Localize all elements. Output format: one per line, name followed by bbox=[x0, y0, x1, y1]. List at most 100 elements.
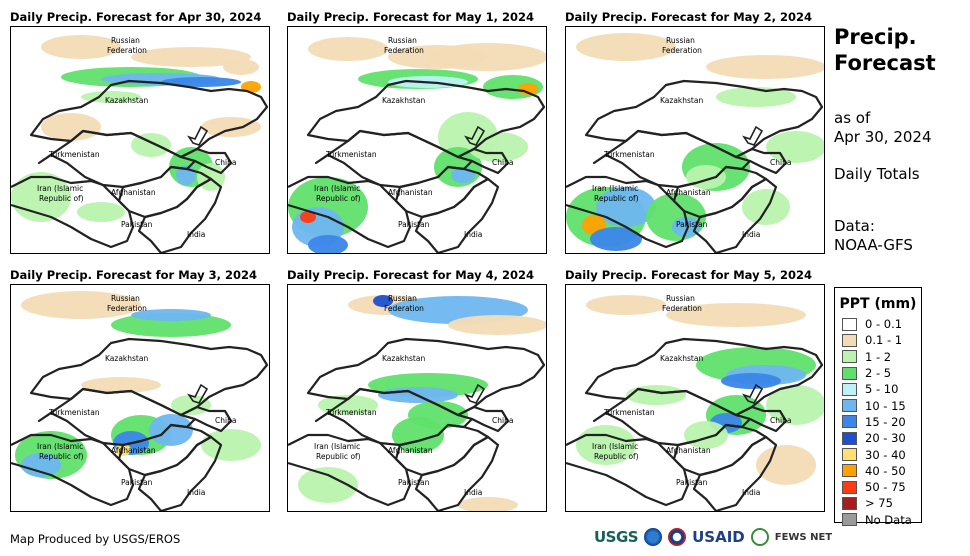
seal-icon bbox=[668, 528, 687, 546]
legend-label: 50 - 75 bbox=[865, 480, 906, 495]
precip-area bbox=[576, 33, 676, 61]
map-label-kazakhstan: Kazakhstan bbox=[105, 354, 148, 363]
legend-item: 0.1 - 1 bbox=[835, 332, 921, 348]
daily-totals-label: Daily Totals bbox=[834, 165, 920, 183]
country-border bbox=[29, 337, 269, 417]
fews-globe-icon bbox=[750, 528, 769, 546]
legend-item: 10 - 15 bbox=[835, 397, 921, 413]
legend-item: 40 - 50 bbox=[835, 463, 921, 479]
legend-label: 0.1 - 1 bbox=[865, 333, 903, 348]
precip-area bbox=[149, 414, 193, 446]
map-label-kazakhstan: Kazakhstan bbox=[660, 96, 703, 105]
legend-swatch bbox=[842, 415, 857, 429]
forecast-panel: Daily Precip. Forecast for May 1, 2024 Ru… bbox=[287, 10, 547, 254]
precip-area bbox=[756, 445, 816, 485]
country-border bbox=[734, 147, 788, 175]
precip-map: Russian Federation Kazakhstan Turkmenistan A… bbox=[10, 284, 270, 512]
panel-title: Daily Precip. Forecast for May 3, 2024 bbox=[10, 268, 257, 282]
map-label-russia-line2: Federation bbox=[662, 304, 702, 313]
country-border bbox=[464, 383, 486, 404]
map-label-iran-line1: Iran (Islamic bbox=[314, 184, 360, 193]
precip-map: Russian Federation Kazakhstan Turkmenistan A… bbox=[287, 26, 547, 254]
map-label-iran-line2: Republic of) bbox=[39, 194, 84, 203]
map-label-russia-line1: Russian bbox=[666, 36, 695, 45]
country-border bbox=[179, 405, 233, 433]
forecast-panel: Daily Precip. Forecast for May 2, 2024 Ru… bbox=[565, 10, 825, 254]
map-label-iran-line2: Republic of) bbox=[39, 452, 84, 461]
map-label-russia-line2: Federation bbox=[107, 304, 147, 313]
legend-label: 10 - 15 bbox=[865, 398, 906, 413]
precip-area bbox=[766, 385, 824, 425]
legend-swatch bbox=[842, 366, 857, 380]
map-label-russia-line1: Russian bbox=[666, 294, 695, 303]
country-border bbox=[179, 147, 233, 175]
map-label-afghanistan: Afghanistan bbox=[388, 446, 433, 455]
country-border bbox=[288, 433, 412, 507]
precip-area bbox=[111, 313, 231, 337]
map-label-kazakhstan: Kazakhstan bbox=[382, 96, 425, 105]
legend-label: 0 - 0.1 bbox=[865, 317, 903, 332]
precip-area bbox=[586, 295, 666, 315]
map-label-pakistan: Pakistan bbox=[121, 220, 153, 229]
legend-item: 15 - 20 bbox=[835, 414, 921, 430]
legend-swatch bbox=[842, 350, 857, 364]
legend-swatch bbox=[842, 448, 857, 462]
map-label-russia-line2: Federation bbox=[662, 46, 702, 55]
precip-area bbox=[308, 235, 348, 253]
map-label-iran-line2: Republic of) bbox=[316, 194, 361, 203]
map-label-pakistan: Pakistan bbox=[398, 478, 430, 487]
country-border bbox=[137, 177, 223, 253]
data-source: Data: NOAA-GFS bbox=[834, 217, 913, 255]
precip-area bbox=[308, 37, 388, 61]
country-border bbox=[187, 383, 209, 404]
map-label-china: China bbox=[770, 158, 791, 167]
map-label-iran-line1: Iran (Islamic bbox=[592, 442, 638, 451]
precip-area bbox=[21, 291, 141, 319]
map-label-afghanistan: Afghanistan bbox=[666, 446, 711, 455]
precip-area bbox=[77, 202, 125, 222]
noaa-logo-icon bbox=[644, 528, 663, 546]
precip-area bbox=[590, 227, 642, 251]
map-label-pakistan: Pakistan bbox=[676, 220, 708, 229]
legend-title: PPT (mm) bbox=[839, 296, 917, 312]
legend-label: > 75 bbox=[865, 496, 893, 511]
forecast-panel: Daily Precip. Forecast for May 5, 2024 Ru… bbox=[565, 268, 825, 512]
map-label-russia-line1: Russian bbox=[111, 294, 140, 303]
legend-label: 2 - 5 bbox=[865, 366, 892, 381]
legend-label: No Data bbox=[865, 512, 912, 527]
map-label-afghanistan: Afghanistan bbox=[388, 188, 433, 197]
map-label-kazakhstan: Kazakhstan bbox=[382, 354, 425, 363]
map-label-china: China bbox=[492, 158, 513, 167]
map-label-turkmenistan: Turkmenistan bbox=[603, 150, 655, 159]
legend-swatch bbox=[842, 496, 857, 510]
panel-title: Daily Precip. Forecast for Apr 30, 2024 bbox=[10, 10, 262, 24]
precip-area bbox=[666, 303, 806, 327]
forecast-panel: Daily Precip. Forecast for May 4, 2024 Ru… bbox=[287, 268, 547, 512]
precip-area bbox=[706, 55, 824, 79]
country-border bbox=[456, 147, 510, 175]
country-border bbox=[187, 125, 209, 146]
panel-title: Daily Precip. Forecast for May 4, 2024 bbox=[287, 268, 534, 282]
usaid-logo: USAID bbox=[692, 528, 745, 546]
country-border bbox=[566, 175, 690, 249]
map-label-turkmenistan: Turkmenistan bbox=[48, 408, 100, 417]
legend-item: 2 - 5 bbox=[835, 365, 921, 381]
legend-label: 40 - 50 bbox=[865, 463, 906, 478]
map-label-india: India bbox=[187, 230, 205, 239]
legend-item: 0 - 0.1 bbox=[835, 316, 921, 332]
legend-swatch bbox=[842, 333, 857, 347]
country-border bbox=[414, 435, 500, 511]
precip-area bbox=[468, 132, 528, 162]
precip-area bbox=[298, 467, 358, 503]
precip-area bbox=[21, 453, 61, 477]
precip-area bbox=[448, 315, 546, 335]
precip-area bbox=[81, 377, 161, 393]
precip-area bbox=[131, 309, 211, 321]
map-label-iran-line1: Iran (Islamic bbox=[37, 442, 83, 451]
map-label-turkmenistan: Turkmenistan bbox=[48, 150, 100, 159]
map-label-china: China bbox=[770, 416, 791, 425]
precip-area bbox=[201, 117, 261, 137]
precip-area bbox=[373, 295, 393, 307]
precip-area bbox=[41, 113, 101, 141]
